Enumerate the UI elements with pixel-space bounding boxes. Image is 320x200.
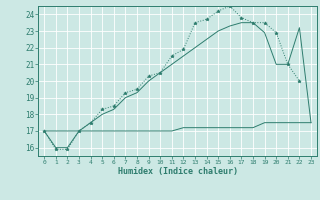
X-axis label: Humidex (Indice chaleur): Humidex (Indice chaleur) xyxy=(118,167,238,176)
